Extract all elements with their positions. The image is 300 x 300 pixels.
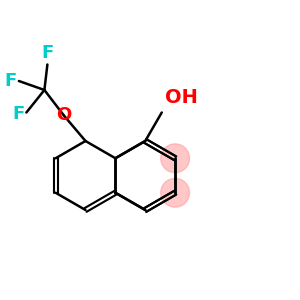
Text: OH: OH (165, 88, 198, 107)
Circle shape (161, 144, 190, 173)
Text: F: F (4, 72, 16, 90)
Text: F: F (13, 105, 25, 123)
Text: F: F (41, 44, 53, 62)
Circle shape (161, 178, 190, 207)
Text: O: O (56, 106, 71, 124)
